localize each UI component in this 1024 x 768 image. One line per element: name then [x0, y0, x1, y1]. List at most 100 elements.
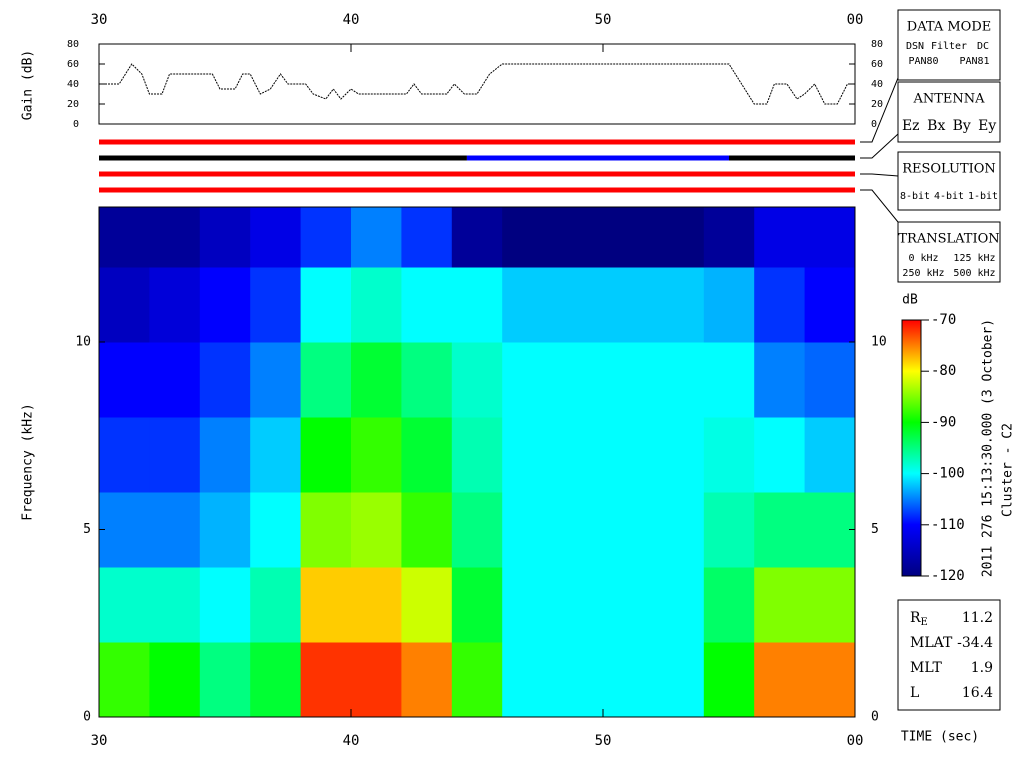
spectrogram-cell: [502, 342, 554, 418]
spectrogram-cell: [199, 567, 251, 643]
spectrogram-cell: [502, 207, 554, 268]
y-tick-label: 0: [871, 119, 877, 130]
colorbar-tick-label: -100: [931, 466, 965, 482]
spectrogram-cell: [703, 642, 755, 718]
spectrogram-cell: [603, 492, 654, 568]
spectrogram-cell: [300, 207, 352, 268]
y-tick-label: 5: [871, 522, 879, 537]
spectrogram-cell: [401, 492, 453, 568]
spectrogram-cell: [149, 642, 201, 718]
ephemeris-value: 11.2: [962, 610, 993, 626]
spectrogram-cell: [754, 207, 806, 268]
spectrogram-cell: [804, 207, 856, 268]
x-tick-label: 30: [91, 733, 108, 749]
spectrogram-cell: [300, 417, 352, 493]
spectrogram-cell: [149, 567, 201, 643]
y-tick-label: 20: [67, 99, 79, 110]
legend-box: [897, 221, 1001, 283]
spectrogram-cell: [754, 267, 806, 343]
spectrogram-cell: [401, 267, 453, 343]
spectrogram-cell: [300, 342, 352, 418]
spectrogram-cell: [351, 642, 402, 718]
spectrogram-cell: [351, 267, 402, 343]
colorbar-tick-label: -70: [931, 312, 956, 328]
ephemeris-box: [897, 599, 1001, 711]
spectrogram-cell: [351, 567, 402, 643]
spectrogram-cell: [703, 492, 755, 568]
legend-item: 125 kHz: [953, 253, 995, 264]
spectrogram-cell: [603, 342, 654, 418]
spectrogram-cell: [451, 342, 503, 418]
spectrogram-cell: [199, 207, 251, 268]
legend-item: Ez: [902, 118, 920, 134]
y-tick-label: 0: [83, 710, 91, 725]
spectrogram-cell: [250, 567, 302, 643]
spectrogram-cell: [703, 567, 755, 643]
spectrogram-cell: [653, 417, 705, 493]
spectrogram-cell: [653, 342, 705, 418]
legend-item: 500 kHz: [953, 268, 995, 279]
spectrogram-cell: [603, 417, 654, 493]
ephemeris-value: -34.4: [957, 635, 993, 651]
spectrogram-cell: [401, 342, 453, 418]
ephemeris-value: 16.4: [962, 685, 993, 701]
ephemeris-label-sub: E: [921, 617, 928, 628]
y-tick-label: 0: [73, 119, 79, 130]
legend-title: RESOLUTION: [902, 162, 996, 177]
spectrogram-cell: [199, 267, 251, 343]
ephemeris-label: MLT: [910, 660, 942, 676]
spectrogram-cell: [804, 417, 856, 493]
x-tick-label: 50: [595, 12, 612, 28]
spectrogram-cell: [99, 492, 150, 568]
spectrogram-cell: [300, 567, 352, 643]
spectrogram-cell: [250, 417, 302, 493]
legend-item: 250 kHz: [902, 268, 944, 279]
gain-line: [99, 63, 855, 105]
colorbar-tick-label: -110: [931, 517, 965, 533]
spectrogram-cell: [653, 567, 705, 643]
ephemeris-label-text: MLT: [910, 660, 942, 676]
spectrogram-cell: [99, 417, 150, 493]
spectrogram-cell: [351, 492, 402, 568]
spectrogram-cell: [502, 567, 554, 643]
spectrogram-cell: [401, 207, 453, 268]
spectrogram-cell: [653, 267, 705, 343]
spectrogram-cell: [603, 567, 654, 643]
spectrogram-cell: [552, 342, 604, 418]
spectrogram-cell: [250, 267, 302, 343]
spectrogram-cell: [149, 267, 201, 343]
colorbar-tick-label: -90: [931, 414, 956, 430]
annotation: 2011 276 15:13:30.000 (3 October): [981, 319, 996, 577]
spectrogram-cell: [451, 417, 503, 493]
status-bar-segment: [99, 171, 855, 177]
status-bar-segment: [99, 187, 855, 193]
annotation: Cluster - C2: [1001, 423, 1016, 517]
spectrogram-cell: [401, 417, 453, 493]
spectrogram-cell: [703, 207, 755, 268]
spectrogram-cell: [199, 642, 251, 718]
spectrogram-cell: [603, 207, 654, 268]
status-bar-segment: [466, 155, 729, 161]
spectrogram-cell: [552, 267, 604, 343]
spectrogram-cell: [351, 417, 402, 493]
spectrogram-cell: [552, 417, 604, 493]
spectrogram-cell: [99, 642, 150, 718]
spectrogram-cell: [149, 207, 201, 268]
spectrogram-cell: [250, 492, 302, 568]
x-axis-label: TIME (sec): [901, 730, 979, 745]
ephemeris-value: 1.9: [971, 660, 993, 676]
spectrogram-cell: [149, 417, 201, 493]
x-tick-label: 40: [343, 733, 360, 749]
spectrogram-cell: [401, 642, 453, 718]
legend-title: DATA MODE: [907, 20, 991, 35]
legend-item: 1-bit: [968, 191, 998, 202]
legend-item: Bx: [927, 118, 945, 134]
legend-box: [897, 151, 1001, 211]
spectrogram-cell: [199, 342, 251, 418]
spectrogram-cell: [451, 642, 503, 718]
spectrogram-cell: [552, 642, 604, 718]
spectrogram-cell: [351, 207, 402, 268]
x-tick-label: 40: [343, 12, 360, 28]
status-bar-segment: [99, 155, 467, 161]
